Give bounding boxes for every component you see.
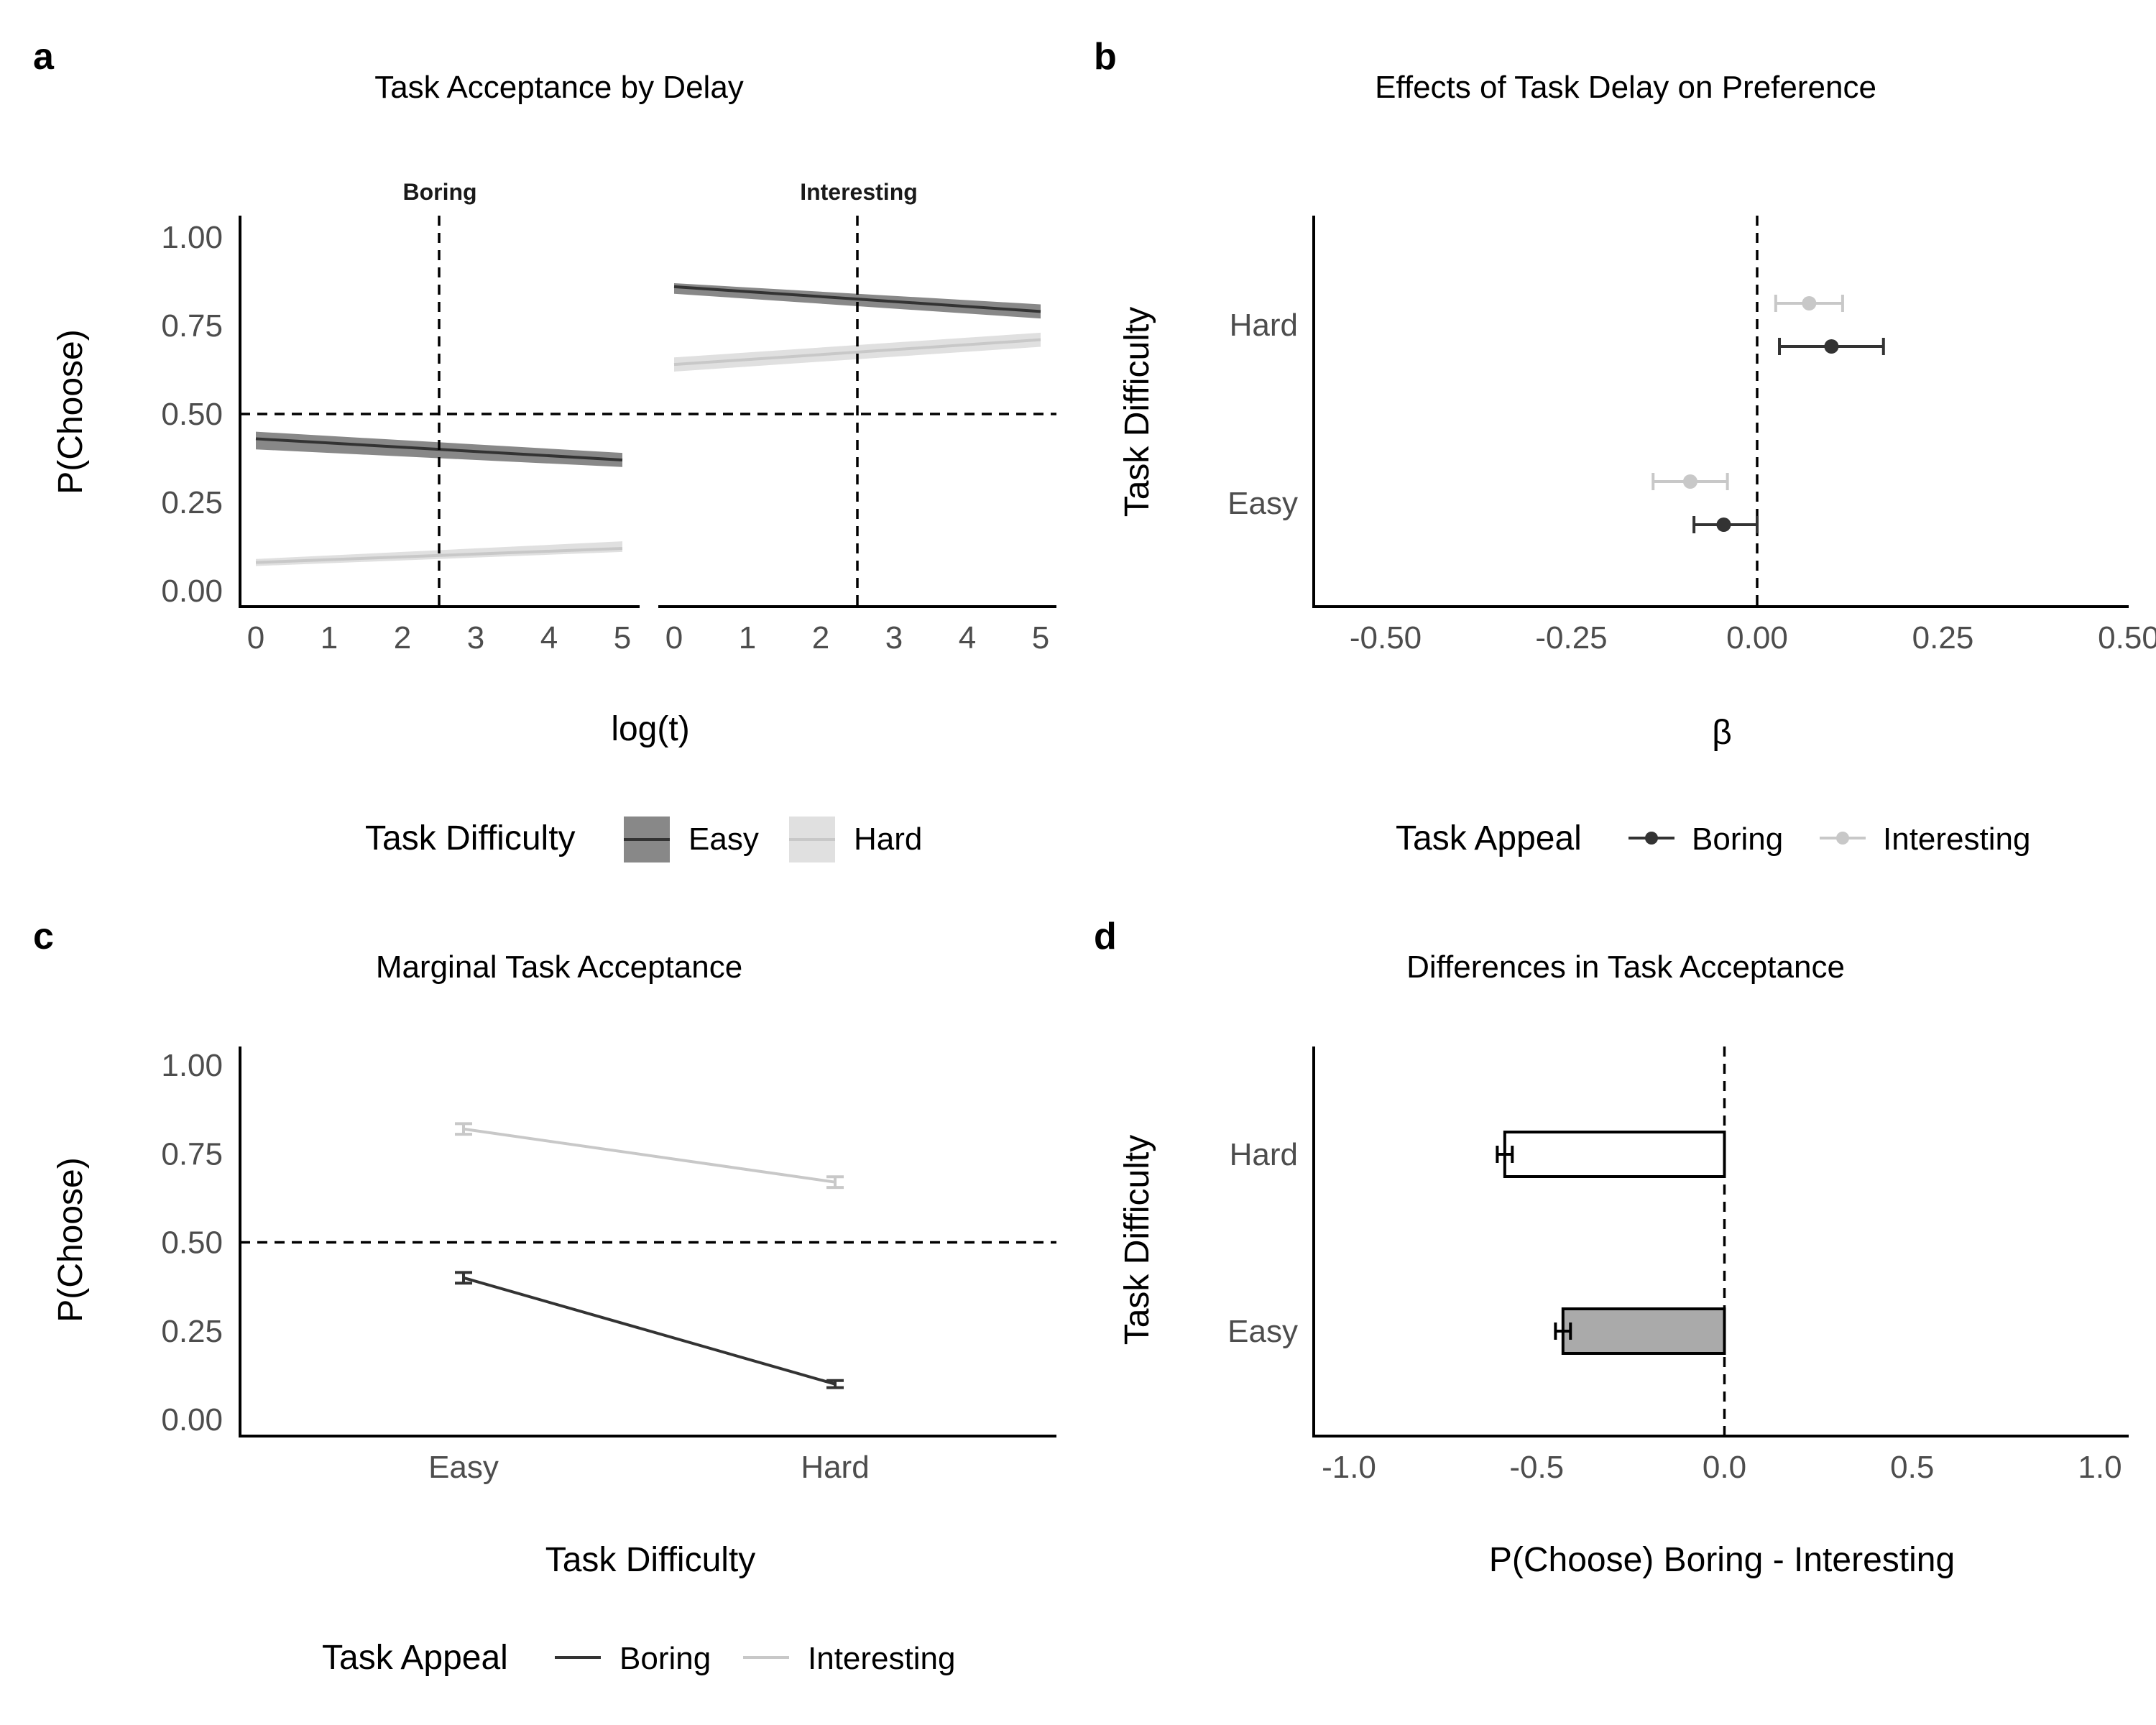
y-tick-label: 0.75	[161, 308, 223, 344]
y-tick-label: 0.50	[161, 397, 223, 432]
x-tick-label: 0.00	[1726, 620, 1788, 656]
panel-b-plot-area: Easy Hard -0.50 -0.25 0.00 0.25 0.50	[1227, 216, 2156, 656]
panel-c-letter: c	[33, 916, 54, 957]
legend-label-interesting: Interesting	[808, 1641, 955, 1676]
legend-label-boring: Boring	[1692, 822, 1783, 857]
line-interesting-easy	[673, 285, 1041, 313]
point-interesting-hard	[1802, 296, 1817, 310]
y-tick-label: 0.25	[161, 1314, 223, 1349]
y-tick-label-hard: Hard	[1230, 1137, 1298, 1172]
line-boring	[463, 1276, 836, 1386]
y-tick-label: 0.25	[161, 485, 223, 520]
facet-label-interesting: Interesting	[800, 179, 918, 205]
panel-d-title: Differences in Task Acceptance	[1406, 949, 1845, 985]
panel-a-plot-area: 0 1 2 3 4 5 0 1 2 3 4 50.000.250.500.751.00	[161, 216, 1056, 656]
line-interesting-hard	[673, 338, 1041, 367]
y-tick-label: 0.50	[161, 1225, 223, 1261]
y-tick-label: 0.00	[161, 574, 223, 609]
panel-c-legend-title: Task Appeal	[322, 1639, 508, 1677]
y-tick-label-easy: Easy	[1227, 1314, 1298, 1349]
panel-d-y-axis-title: Task Difficulty	[1118, 1135, 1156, 1346]
panel-a-legend-title: Task Difficulty	[365, 819, 576, 857]
panel-c-legend: Task Appeal Boring Interesting	[322, 1639, 955, 1677]
x-tick-label: 5	[614, 620, 631, 656]
x-tick-label: 0	[665, 620, 683, 656]
panel-a-y-axis-title: P(Choose)	[52, 329, 90, 494]
x-tick-label: 3	[885, 620, 903, 656]
panel-d: d Differences in Task Acceptance Easy Har…	[1094, 916, 2129, 1579]
bar-hard	[1503, 1131, 1726, 1178]
line-boring-hard	[255, 546, 623, 564]
x-tick-label: -0.25	[1535, 620, 1607, 656]
x-tick-label: -0.50	[1350, 620, 1422, 656]
panel-d-letter: d	[1094, 916, 1117, 957]
panel-b-letter: b	[1094, 36, 1117, 78]
panel-b-x-axis-title: β	[1712, 714, 1732, 752]
panel-b-title: Effects of Task Delay on Preference	[1375, 70, 1876, 105]
panel-c-x-axis-title: Task Difficulty	[545, 1541, 756, 1579]
x-tick-label: 4	[540, 620, 558, 656]
legend-label-easy: Easy	[688, 822, 759, 857]
legend-key-interesting-point	[1836, 832, 1849, 845]
panel-b-legend: Task Appeal Boring Interesting	[1396, 819, 2030, 857]
panel-c-y-axis-title: P(Choose)	[52, 1157, 90, 1322]
bar-easy	[1561, 1307, 1726, 1355]
y-tick-label-easy: Easy	[1227, 486, 1298, 521]
panel-b: b Effects of Task Delay on Preference Ea…	[1094, 36, 2156, 857]
y-tick-label: 1.00	[161, 220, 223, 255]
x-tick-label: 0.0	[1703, 1450, 1746, 1485]
panel-d-plot-area: Easy Hard -1.0 -0.5 0.0 0.5 1.0	[1227, 1046, 2129, 1485]
point-interesting-easy	[1682, 474, 1697, 489]
facet-label-boring: Boring	[402, 179, 476, 205]
x-tick-label: 0	[247, 620, 264, 656]
x-tick-label: -0.5	[1509, 1450, 1564, 1485]
y-tick-label: 0.75	[161, 1136, 223, 1172]
line-interesting	[463, 1127, 836, 1184]
panel-a-x-axis-title: log(t)	[611, 710, 689, 748]
y-tick-label: 1.00	[161, 1048, 223, 1083]
point-boring-hard	[1824, 339, 1839, 354]
legend-label-boring: Boring	[619, 1641, 711, 1676]
x-tick-label: 1.0	[2078, 1450, 2122, 1485]
y-tick-label: 0.00	[161, 1402, 223, 1438]
x-tick-label: 0.5	[1890, 1450, 1934, 1485]
x-tick-label: 3	[467, 620, 484, 656]
legend-label-hard: Hard	[854, 822, 922, 857]
panel-b-y-axis-title: Task Difficulty	[1118, 307, 1156, 518]
x-tick-label: 2	[394, 620, 411, 656]
panel-c-plot-area: 0.00 0.25 0.50 0.75 1.00 Easy Hard	[161, 1046, 1056, 1485]
x-tick-label: 4	[959, 620, 976, 656]
x-tick-label: 0.25	[1912, 620, 1974, 656]
x-tick-label: 5	[1032, 620, 1049, 656]
legend-key-boring-point	[1645, 832, 1658, 845]
panel-d-x-axis-title: P(Choose) Boring - Interesting	[1489, 1541, 1955, 1579]
x-tick-label: 0.50	[2098, 620, 2156, 656]
point-boring-easy	[1716, 518, 1731, 532]
panel-c-title: Marginal Task Acceptance	[376, 949, 742, 985]
legend-label-interesting: Interesting	[1883, 822, 2030, 857]
x-tick-label: 2	[812, 620, 829, 656]
x-tick-label-hard: Hard	[801, 1450, 869, 1485]
panel-a-letter: a	[33, 36, 55, 78]
panel-c: c Marginal Task Acceptance 0.000.250.500…	[33, 916, 1056, 1677]
x-tick-label: 1	[321, 620, 338, 656]
panel-a: a Task Acceptance by Delay Boring Intere…	[33, 36, 1056, 862]
x-tick-label: -1.0	[1322, 1450, 1376, 1485]
y-tick-label-hard: Hard	[1230, 308, 1298, 343]
panel-a-legend: Task Difficulty Easy Hard	[365, 816, 922, 862]
x-tick-label-easy: Easy	[428, 1450, 499, 1485]
panel-b-legend-title: Task Appeal	[1396, 819, 1582, 857]
x-tick-label: 1	[739, 620, 756, 656]
panel-a-title: Task Acceptance by Delay	[374, 70, 744, 105]
